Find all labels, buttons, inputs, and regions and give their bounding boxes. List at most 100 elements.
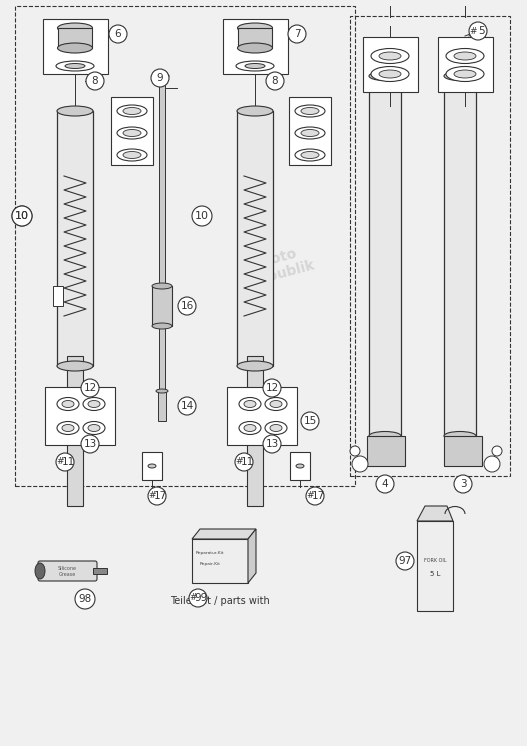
Circle shape	[396, 552, 414, 570]
Text: 10: 10	[15, 211, 29, 221]
Text: 6: 6	[115, 29, 121, 39]
Text: 13: 13	[83, 439, 96, 449]
Ellipse shape	[152, 283, 172, 289]
Ellipse shape	[244, 401, 256, 407]
Ellipse shape	[156, 389, 168, 393]
Ellipse shape	[237, 106, 273, 116]
Ellipse shape	[57, 421, 79, 434]
Circle shape	[12, 206, 32, 226]
Ellipse shape	[444, 72, 476, 81]
Ellipse shape	[83, 421, 105, 434]
Bar	[57, 111, 93, 366]
Text: 15: 15	[304, 416, 317, 426]
Bar	[289, 97, 331, 165]
Circle shape	[376, 475, 394, 493]
Bar	[152, 286, 172, 326]
Ellipse shape	[237, 361, 273, 371]
Ellipse shape	[155, 74, 169, 78]
Bar	[290, 452, 310, 480]
Circle shape	[263, 379, 281, 397]
Text: 14: 14	[180, 401, 193, 411]
Text: #: #	[148, 492, 156, 501]
Ellipse shape	[56, 61, 94, 71]
Text: 16: 16	[180, 301, 193, 311]
Circle shape	[492, 446, 502, 456]
FancyBboxPatch shape	[38, 561, 97, 581]
Ellipse shape	[35, 563, 45, 579]
Circle shape	[469, 22, 487, 40]
Text: FORK OIL: FORK OIL	[424, 559, 446, 563]
Circle shape	[81, 379, 99, 397]
Ellipse shape	[123, 107, 141, 114]
Ellipse shape	[238, 23, 272, 33]
Text: Grease: Grease	[58, 571, 76, 577]
Bar	[58, 28, 92, 48]
Circle shape	[12, 206, 32, 226]
Bar	[417, 521, 453, 611]
Text: 17: 17	[153, 491, 167, 501]
Polygon shape	[417, 506, 453, 521]
Text: #: #	[56, 457, 64, 466]
Text: 10: 10	[15, 211, 29, 221]
Circle shape	[350, 446, 360, 456]
Text: Reparatur-Kit: Reparatur-Kit	[196, 551, 225, 555]
Ellipse shape	[88, 401, 100, 407]
Text: 10: 10	[195, 211, 209, 221]
Ellipse shape	[123, 130, 141, 137]
Text: 9: 9	[157, 73, 163, 83]
Bar	[369, 76, 401, 436]
Bar	[142, 452, 162, 480]
Ellipse shape	[295, 127, 325, 139]
Bar	[93, 568, 107, 574]
Text: 11: 11	[240, 457, 254, 467]
Bar	[437, 37, 493, 92]
Ellipse shape	[123, 151, 141, 158]
Ellipse shape	[238, 43, 272, 53]
Text: Teile mit / parts with: Teile mit / parts with	[170, 596, 270, 606]
Circle shape	[56, 453, 74, 471]
Text: 99: 99	[194, 593, 208, 603]
Bar	[350, 16, 510, 476]
Bar	[247, 356, 263, 506]
Ellipse shape	[265, 398, 287, 410]
Bar	[111, 97, 153, 165]
Ellipse shape	[379, 70, 401, 78]
Ellipse shape	[446, 48, 484, 63]
Ellipse shape	[239, 421, 261, 434]
Text: #: #	[306, 492, 314, 501]
Bar	[67, 356, 83, 506]
Ellipse shape	[57, 106, 93, 116]
Text: #: #	[189, 594, 197, 603]
Circle shape	[75, 589, 95, 609]
Ellipse shape	[454, 70, 476, 78]
Ellipse shape	[148, 464, 156, 468]
Ellipse shape	[295, 105, 325, 117]
Ellipse shape	[57, 398, 79, 410]
Ellipse shape	[301, 107, 319, 114]
Ellipse shape	[301, 151, 319, 158]
Bar	[444, 436, 482, 466]
Circle shape	[189, 589, 207, 607]
Ellipse shape	[65, 63, 85, 69]
Ellipse shape	[57, 23, 93, 33]
Ellipse shape	[83, 398, 105, 410]
Ellipse shape	[236, 61, 274, 71]
Text: 97: 97	[398, 556, 412, 566]
Circle shape	[306, 487, 324, 505]
Circle shape	[178, 397, 196, 415]
Bar	[15, 6, 355, 486]
Text: 5: 5	[478, 26, 484, 36]
Polygon shape	[248, 529, 256, 583]
Circle shape	[266, 72, 284, 90]
Circle shape	[86, 72, 104, 90]
Ellipse shape	[270, 424, 282, 431]
Text: 4: 4	[382, 479, 388, 489]
Bar	[158, 391, 166, 421]
Ellipse shape	[369, 431, 401, 440]
Bar	[222, 19, 288, 74]
Text: 11: 11	[62, 457, 75, 467]
Bar	[227, 387, 297, 445]
Circle shape	[81, 435, 99, 453]
Ellipse shape	[88, 424, 100, 431]
Bar	[45, 387, 115, 445]
